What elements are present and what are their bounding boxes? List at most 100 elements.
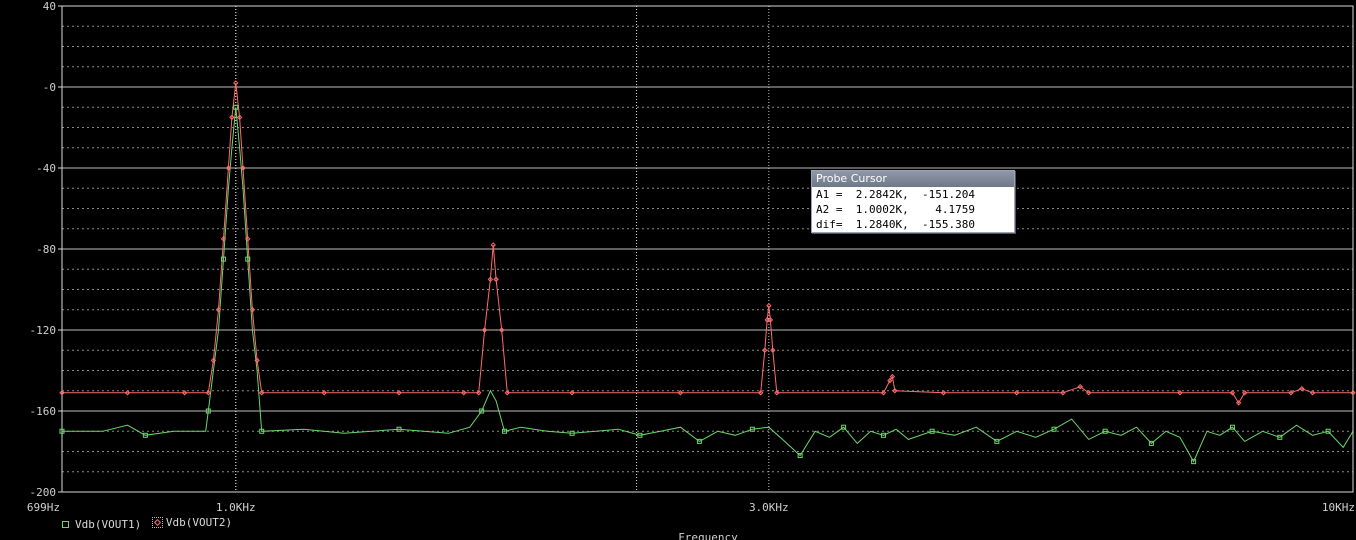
data-point-vout1 [797,453,803,459]
legend: Vdb(VOUT1) Vdb(VOUT2) [62,516,236,531]
data-point-vout1 [1277,434,1283,440]
data-point-vout2 [1060,390,1066,396]
data-point-vout1 [994,438,1000,444]
data-point-vout2 [499,327,505,333]
data-point-vout2 [767,317,774,323]
data-point-vout2 [887,377,893,384]
series-line-vdb-vout2 [62,82,1353,404]
data-point-vout2 [220,236,227,242]
data-point-vout1 [479,408,485,414]
grid [62,6,1353,492]
data-point-vout2 [1177,390,1183,396]
data-point-vout2 [1350,390,1356,396]
data-point-vout1 [245,256,251,262]
legend-label-vout2: Vdb(VOUT2) [165,516,233,529]
probe-row-a2: A2 = 1.0002K, 4.1759 [816,203,975,216]
x-tick-label: 1.0KHz [216,501,256,514]
data-point-vout2 [677,390,684,396]
x-axis-title: Frequency [678,531,738,540]
data-point-vout1 [220,256,226,262]
x-tick-label: 699Hz [27,501,60,514]
data-point-vout2 [249,307,256,313]
x-tick-label: 3.0KHz [749,501,789,514]
probe-row-dif: dif= 1.2840K, -155.380 [816,218,975,231]
data-point-vout2 [233,80,239,86]
data-point-vout1 [1325,428,1331,434]
data-point-vout2 [1309,390,1316,396]
data-point-vout1 [142,432,148,438]
y-tick-label: -0 [43,81,56,94]
data-point-vout1 [396,426,402,432]
y-tick-label: -200 [30,486,57,499]
data-point-vout2 [757,390,764,396]
x-tick-label: 10KHz [1322,501,1355,514]
legend-item-vout1[interactable]: Vdb(VOUT1) [62,518,141,531]
y-tick-label: -160 [30,405,57,418]
probe-row-a1: A1 = 2.2842K, -151.204 [816,188,975,201]
data-point-vout1 [1148,440,1154,446]
data-point-vout1 [881,432,887,438]
data-point-vout2 [396,390,402,396]
data-point-vout2 [254,357,260,364]
data-point-vout2 [236,114,243,121]
data-point-vout2 [766,302,772,309]
data-point-vout2 [259,390,265,396]
data-point-vout1 [841,424,847,430]
data-point-vout2 [1085,390,1092,396]
data-point-vout1 [502,428,508,434]
data-point-vout1 [1229,424,1235,430]
data-point-vout2 [225,165,232,171]
data-point-vout2 [493,276,499,283]
data-point-vout1 [233,104,239,110]
data-point-vout2 [487,276,494,283]
square-marker-icon [62,521,69,528]
data-point-vout2 [1288,390,1294,396]
data-point-vout2 [889,373,896,380]
data-point-vout2 [1235,400,1242,406]
data-point-vout2 [892,388,898,394]
data-point-vout2 [569,390,575,396]
data-point-vout1 [259,428,265,434]
data-point-vout1 [59,428,65,434]
data-point-vout2 [59,390,65,396]
data-point-vout2 [321,390,327,396]
data-point-vout2 [1077,383,1083,390]
legend-item-vout2[interactable]: Vdb(VOUT2) [151,516,233,529]
data-point-vout2 [461,390,467,396]
data-point-vout1 [637,432,643,438]
data-point-vout1 [749,426,755,432]
data-point-vout2 [210,357,217,364]
data-point-vout1 [1102,428,1108,434]
data-point-vout1 [569,430,575,436]
axes: 40 -0 -40 -80 -120 -160 -200 699Hz 1.0KHz 3.0KHz 1… [27,0,1355,514]
data-point-vout2 [205,390,212,396]
diamond-marker-icon [151,517,163,528]
data-point-vout1 [929,428,935,434]
data-point-vout2 [245,236,251,242]
data-point-vout2 [774,390,780,396]
y-tick-label: -120 [30,324,57,337]
data-point-vout1 [205,408,211,414]
data-point-vout2 [940,390,947,396]
data-point-vout1 [696,438,702,444]
series-line-vdb-vout1 [62,107,1354,463]
marker-layer [59,80,1356,465]
data-point-vout1 [1051,426,1057,432]
y-tick-label: 40 [43,0,56,13]
data-point-vout2 [504,390,510,396]
data-point-vout2 [229,114,235,121]
data-point-vout2 [490,242,496,248]
data-point-vout2 [215,307,222,313]
data-point-vout2 [240,165,246,171]
data-point-vout2 [1013,390,1020,396]
data-point-vout1 [1191,459,1197,465]
data-point-vout2 [181,390,188,396]
data-point-vout2 [476,390,482,396]
data-point-vout2 [1229,390,1236,396]
data-point-vout2 [770,347,776,353]
probe-cursor-window[interactable]: Probe Cursor A1 = 2.2842K, -151.204 A2 =… [811,170,1015,233]
probe-cursor-title[interactable]: Probe Cursor [812,171,1014,187]
y-tick-label: -80 [36,243,56,256]
data-point-vout2 [124,390,131,396]
